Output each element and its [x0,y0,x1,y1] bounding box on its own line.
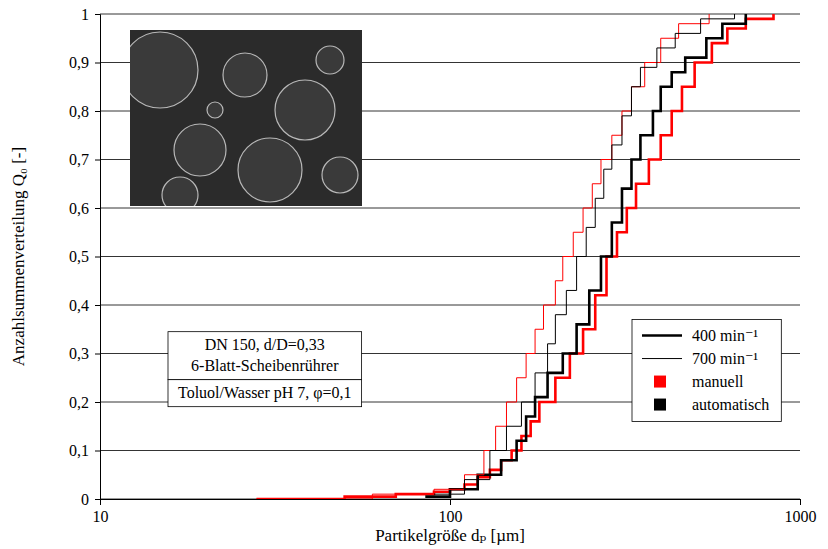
y-tick-label: 0,2 [69,394,89,411]
y-tick: 0,3 [69,345,100,362]
y-tick-mark [95,499,100,500]
y-tick-label: 0,6 [69,200,89,217]
y-axis: 0 0,1 0,2 0,3 0,4 0,5 0,6 0,7 0,8 0,9 1 [69,6,101,508]
x-tick-mark [450,499,451,505]
y-tick-mark [95,208,100,209]
annotation-text: Toluol/Wasser pH 7, φ=0,1 [178,384,352,402]
x-tick-label: 1000 [785,508,817,525]
x-tick-label: 10 [93,508,109,525]
y-tick-mark [95,14,100,15]
grid-line [100,208,800,209]
x-tick: 1000 [785,499,817,525]
y-tick-mark [95,354,100,355]
y-tick-mark [95,257,100,258]
annotation-box [168,332,362,380]
cumulative-line [434,14,735,494]
legend-line [642,334,682,337]
inset-bubble [162,177,198,206]
grid-line [100,14,800,15]
y-tick: 0,4 [69,297,100,314]
y-tick: 0,8 [69,103,100,120]
inset-bubble [223,53,267,97]
y-tick-label: 0,3 [69,345,89,362]
inset-bubble [174,124,226,176]
grid-line [100,305,800,306]
x-tick: 100 [439,499,463,525]
legend: 400 min⁻¹ 700 min⁻¹ manuell automatisch [632,320,781,422]
annotation: DN 150, d/D=0,33 6-Blatt-Scheibenrührer To… [168,332,362,407]
y-tick: 0,6 [69,200,100,217]
inset-bubble [130,32,198,108]
inset-bubble [322,157,358,193]
inset-bubble [275,80,335,140]
y-tick: 0,7 [69,151,100,168]
y-tick-mark [95,451,100,452]
annotation-box [168,380,362,407]
y-tick-label: 0,8 [69,103,89,120]
x-axis-title: Partikelgröße dₚ [µm] [375,526,525,545]
y-tick: 1 [81,6,100,23]
x-tick-label: 100 [439,508,463,525]
y-tick-label: 0,5 [69,248,89,265]
legend-label: 400 min⁻¹ [692,327,758,344]
x-axis-line [101,500,801,506]
y-tick-label: 1 [81,6,89,23]
legend-label: manuell [692,373,744,390]
y-tick-label: 0,9 [69,54,89,71]
y-tick: 0,9 [69,54,100,71]
cumulative-line [425,14,745,497]
y-tick-label: 0 [81,491,89,508]
x-tick: 10 [93,499,109,525]
annotation-text: DN 150, d/D=0,33 [205,336,325,353]
y-tick: 0,1 [69,442,100,459]
x-tick-mark [800,499,801,505]
x-axis: 10 100 1000 [93,499,817,525]
inset-image [122,30,362,213]
y-tick-mark [95,111,100,112]
annotation-text: 6-Blatt-Scheibenrührer [191,357,339,374]
series-lines [257,14,774,499]
cumulative-line [257,14,710,499]
y-tick-mark [95,402,100,403]
grid [100,14,800,499]
legend-line [642,358,682,359]
chart: 10 100 1000 0 0,1 0,2 0,3 0,4 0,5 0,6 0,7 0,8 0,9 1 Pa… [0,0,828,549]
y-tick: 0,5 [69,248,100,265]
cumulative-line [257,14,774,499]
inset-bubble [207,102,223,118]
y-axis-title: Anzahlsummenverteilung Q₀ [-] [9,147,28,366]
y-tick: 0,2 [69,394,100,411]
legend-label: 700 min⁻¹ [692,350,758,367]
y-tick-label: 0,4 [69,297,89,314]
y-tick-mark [95,305,100,306]
legend-swatch [654,376,666,388]
y-tick-mark [95,63,100,64]
inset-bubble [238,138,302,202]
legend-box [632,320,781,422]
legend-swatch [654,399,666,411]
y-tick: 0 [81,491,100,508]
grid-line [100,450,800,451]
grid-line [100,256,800,257]
legend-label: automatisch [692,396,769,413]
y-tick-label: 0,7 [69,151,89,168]
y-tick-mark [95,160,100,161]
y-tick-label: 0,1 [69,442,89,459]
y-axis-line [95,15,101,500]
inset-bubble [316,46,344,74]
